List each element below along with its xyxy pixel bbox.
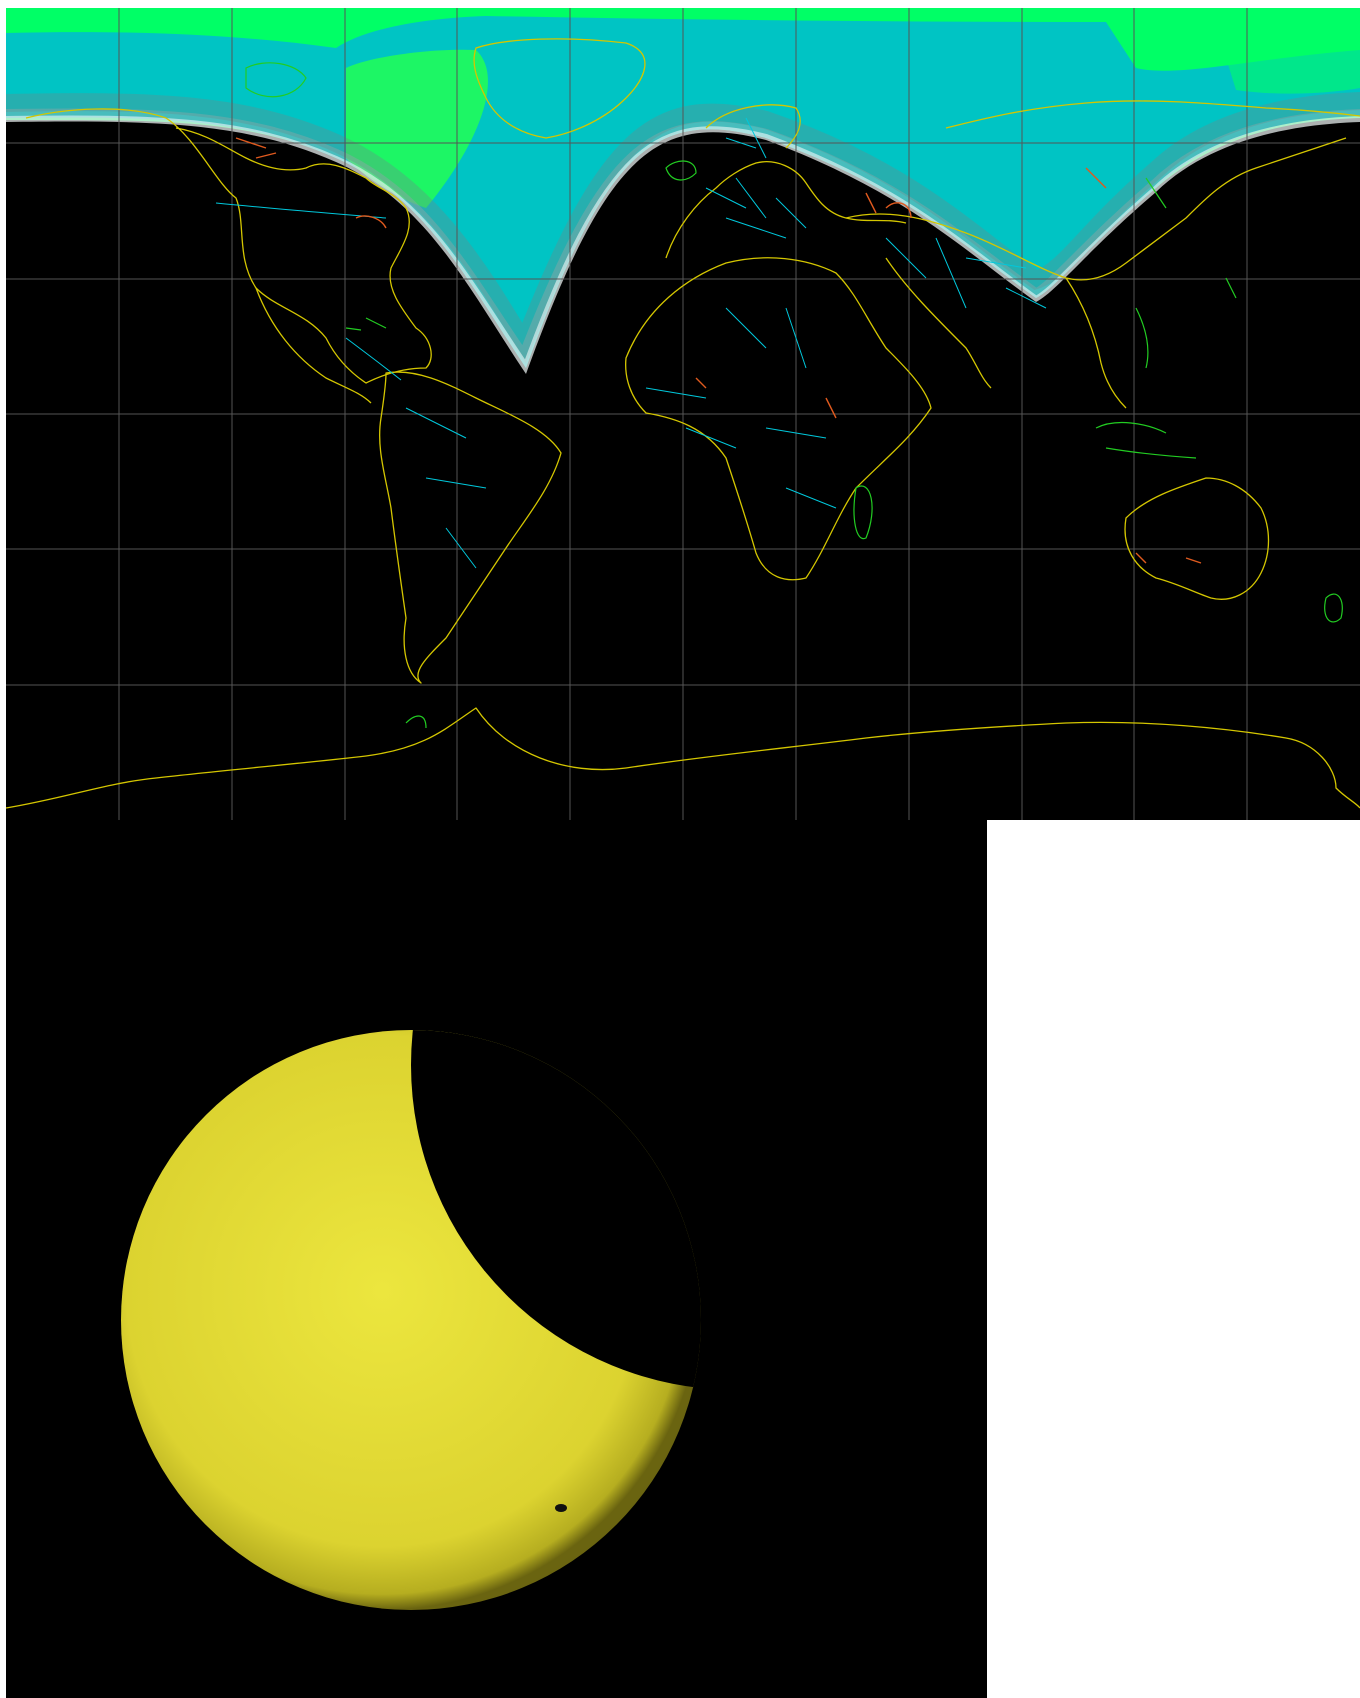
twilight-bands xyxy=(6,92,1360,377)
map-grid xyxy=(6,8,1360,820)
empty-area xyxy=(987,820,1360,1698)
daylight-far-region xyxy=(346,49,488,208)
world-map xyxy=(6,8,1360,820)
eclipse-view-panel xyxy=(6,820,987,1698)
eclipse-view xyxy=(6,820,987,1698)
lakes xyxy=(235,137,1202,564)
terminator-night-right xyxy=(1036,122,1360,820)
moon-disk xyxy=(411,1030,701,1390)
islands xyxy=(245,62,1343,729)
coastlines xyxy=(6,38,1360,809)
sunspot xyxy=(555,1504,567,1512)
terminator-night-left xyxy=(6,121,526,820)
world-map-panel xyxy=(6,8,1360,820)
